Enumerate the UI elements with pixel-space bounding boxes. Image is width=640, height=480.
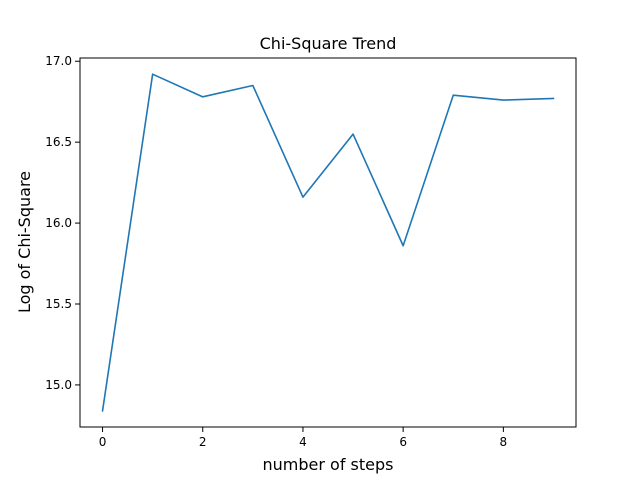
- x-tick-label: 8: [500, 435, 508, 449]
- plot-frame: [79, 57, 577, 428]
- x-axis-ticks: 0 2 4 6 8: [99, 427, 507, 449]
- x-tick-label: 2: [199, 435, 207, 449]
- y-tick-label: 17.0: [45, 54, 72, 68]
- series-layer: [101, 73, 555, 412]
- y-tick-label: 16.5: [45, 135, 72, 149]
- y-tick-label: 16.0: [45, 216, 72, 230]
- x-tick-label: 0: [99, 435, 107, 449]
- y-axis-ticks: 15.0 15.5 16.0 16.5 17.0: [45, 54, 80, 392]
- plot-area: 0 2 4 6 8 15.0 15.5 16.0 16.5 17.0: [45, 54, 577, 449]
- x-tick-label: 6: [399, 435, 407, 449]
- x-tick-label: 4: [299, 435, 307, 449]
- x-axis-label: number of steps: [263, 455, 394, 474]
- chart-title: Chi-Square Trend: [260, 34, 397, 53]
- y-tick-label: 15.0: [45, 378, 72, 392]
- y-axis-label: Log of Chi-Square: [15, 171, 34, 313]
- series-line: [101, 73, 555, 412]
- y-tick-label: 15.5: [45, 297, 72, 311]
